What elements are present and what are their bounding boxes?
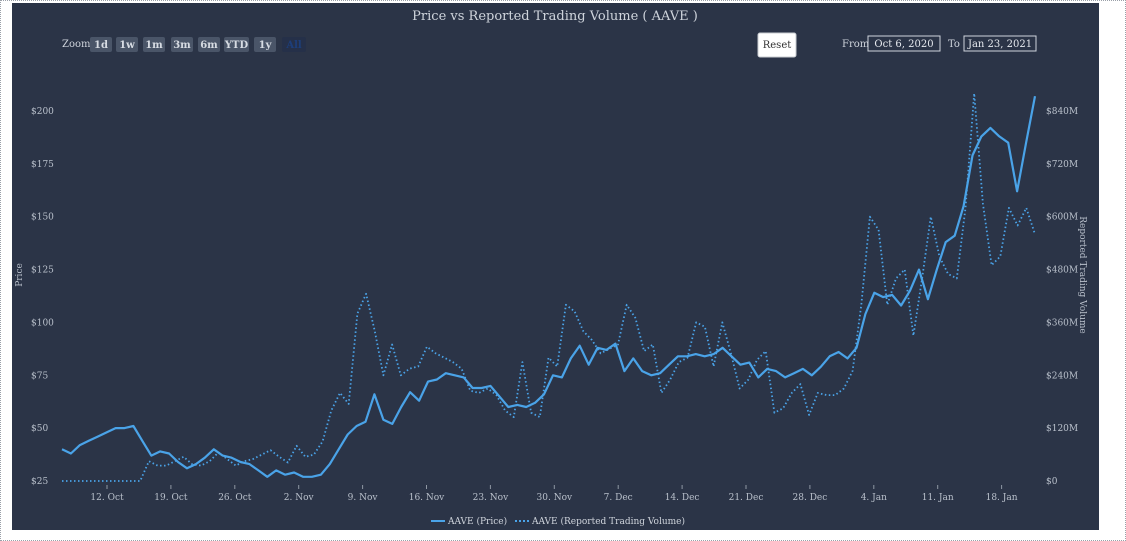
legend-label-volume: AAVE (Reported Trading Volume) <box>531 516 685 527</box>
y-left-axis-title: Price <box>15 263 25 287</box>
reset-button-label: Reset <box>763 40 792 51</box>
reset-button[interactable]: Reset <box>757 32 797 58</box>
legend-label-price: AAVE (Price) <box>447 516 507 527</box>
zoom-button-ytd[interactable]: YTD <box>224 37 249 52</box>
chart-panel: Price vs Reported Trading Volume ( AAVE … <box>12 3 1099 530</box>
y-right-tick-label: $840M <box>1046 107 1078 117</box>
y-right-axis: $0 $120M $240M $360M $480M $600M $720M $840M <box>1046 107 1078 487</box>
x-tick-label: 4. Jan <box>861 493 887 503</box>
zoom-button-1d[interactable]: 1d <box>90 37 112 52</box>
chart-title: Price vs Reported Trading Volume ( AAVE … <box>412 9 698 24</box>
zoom-button-all[interactable]: All <box>282 37 306 52</box>
y-left-tick-label: $100 <box>31 318 54 328</box>
x-tick-label: 23. Nov <box>473 493 509 503</box>
range-from-input[interactable]: Oct 6, 2020 <box>867 35 941 52</box>
legend-item-volume[interactable]: AAVE (Reported Trading Volume) <box>515 516 685 527</box>
legend-item-price[interactable]: AAVE (Price) <box>431 516 507 527</box>
zoom-button-6m[interactable]: 6m <box>198 37 220 52</box>
y-right-tick-label: $720M <box>1046 160 1078 170</box>
range-to-input[interactable]: Jan 23, 2021 <box>963 35 1037 52</box>
volume-series-line <box>62 92 1036 482</box>
y-left-tick-label: $125 <box>31 266 54 276</box>
y-left-tick-label: $175 <box>31 160 54 170</box>
y-right-tick-label: $360M <box>1046 318 1078 328</box>
y-right-tick-label: $600M <box>1046 213 1078 223</box>
zoom-button-label: 6m <box>200 40 218 51</box>
x-axis: 12. Oct 19. Oct 26. Oct 2. Nov 9. Nov 16. Nov… <box>90 485 1018 503</box>
price-series-line <box>61 95 1037 478</box>
x-tick-label: 2. Nov <box>284 493 315 503</box>
zoom-button-1w[interactable]: 1w <box>116 37 138 52</box>
zoom-button-label: 1w <box>119 40 135 51</box>
legend: AAVE (Price) AAVE (Reported Trading Volu… <box>431 516 685 527</box>
y-left-tick-label: $50 <box>31 424 48 434</box>
x-tick-label: 26. Oct <box>218 493 252 503</box>
y-left-tick-label: $25 <box>31 477 48 487</box>
y-left-axis: $25 $50 $75 $100 $125 $150 $175 $200 <box>31 107 54 487</box>
y-left-tick-label: $75 <box>31 371 48 381</box>
chart-svg: Price vs Reported Trading Volume ( AAVE … <box>15 9 1087 527</box>
zoom-button-label: 1d <box>94 40 108 51</box>
x-tick-label: 30. Nov <box>537 493 573 503</box>
x-tick-label: 12. Oct <box>90 493 124 503</box>
x-tick-label: 9. Nov <box>348 493 379 503</box>
x-tick-label: 16. Nov <box>409 493 445 503</box>
x-tick-label: 14. Dec <box>665 493 700 503</box>
range-to-label: To <box>948 39 960 50</box>
zoom-button-label: 3m <box>173 40 191 51</box>
zoom-button-1m[interactable]: 1m <box>143 37 165 52</box>
y-right-tick-label: $120M <box>1046 424 1078 434</box>
y-right-tick-label: $0 <box>1046 477 1058 487</box>
y-left-tick-label: $150 <box>31 213 54 223</box>
x-tick-label: 11. Jan <box>922 493 954 503</box>
y-right-tick-label: $240M <box>1046 371 1078 381</box>
zoom-button-label: 1y <box>259 40 273 51</box>
zoom-button-label: YTD <box>224 40 249 51</box>
range-from-label: From <box>842 39 870 50</box>
range-from-value: Oct 6, 2020 <box>874 39 933 50</box>
y-right-tick-label: $480M <box>1046 266 1078 276</box>
zoom-label: Zoom <box>62 39 91 50</box>
zoom-button-1y[interactable]: 1y <box>254 37 276 52</box>
series-layer <box>61 92 1037 482</box>
y-left-tick-label: $200 <box>31 107 54 117</box>
zoom-button-group: 1d 1w 1m 3m 6m YTD 1y All <box>90 37 306 52</box>
zoom-button-label: All <box>285 40 302 51</box>
zoom-button-3m[interactable]: 3m <box>171 37 193 52</box>
x-tick-label: 7. Dec <box>604 493 633 503</box>
x-tick-label: 18. Jan <box>986 493 1018 503</box>
y-right-axis-title: Reported Trading Volume <box>1077 216 1087 334</box>
zoom-button-label: 1m <box>145 40 163 51</box>
x-tick-label: 21. Dec <box>729 493 764 503</box>
x-tick-label: 19. Oct <box>154 493 188 503</box>
range-to-value: Jan 23, 2021 <box>967 39 1032 50</box>
x-tick-label: 28. Dec <box>793 493 828 503</box>
